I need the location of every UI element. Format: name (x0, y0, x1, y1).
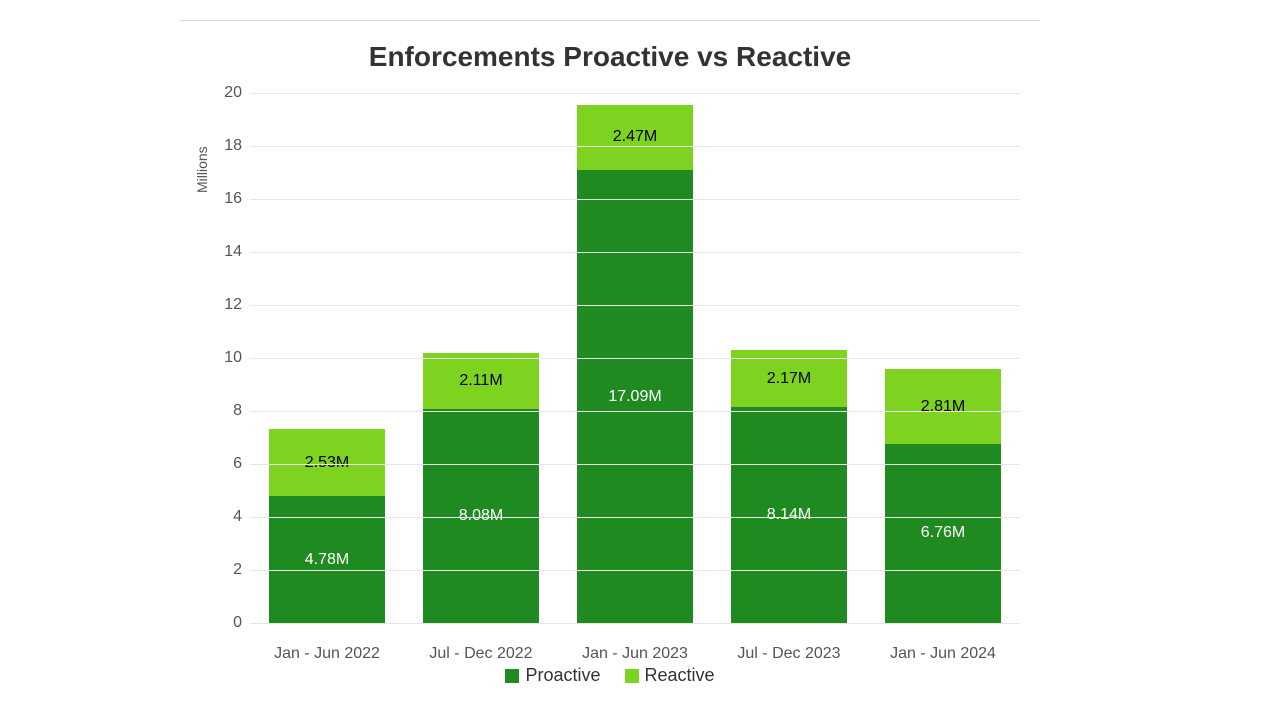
bar-stack: 8.08M 2.11M (423, 353, 539, 623)
bar-segment-label: 2.11M (459, 372, 502, 390)
grid-line (250, 252, 1020, 253)
x-axis-labels: Jan - Jun 2022Jul - Dec 2022Jan - Jun 20… (250, 635, 1020, 663)
legend-swatch-icon (505, 669, 519, 683)
grid-line (250, 93, 1020, 94)
grid-line (250, 358, 1020, 359)
y-tick-label: 6 (210, 455, 242, 473)
bar-segment-label: 8.14M (767, 506, 811, 524)
bar-segment-label: 2.17M (767, 370, 811, 388)
grid-line (250, 623, 1020, 624)
y-tick-label: 4 (210, 508, 242, 526)
y-tick-label: 0 (210, 614, 242, 632)
bar-segment-label: 2.81M (921, 398, 965, 416)
grid-line (250, 305, 1020, 306)
bar-segment-reactive: 2.11M (423, 353, 539, 409)
grid-line (250, 517, 1020, 518)
bar-stack: 6.76M 2.81M (885, 369, 1001, 623)
y-tick-label: 16 (210, 190, 242, 208)
x-tick-label: Jan - Jun 2023 (558, 635, 712, 663)
grid-line (250, 570, 1020, 571)
bar-segment-proactive: 4.78M (269, 496, 385, 623)
legend-item-proactive: Proactive (505, 665, 600, 686)
bar-segment-reactive: 2.47M (577, 105, 693, 170)
bar-segment-proactive: 6.76M (885, 444, 1001, 623)
bar-segment-proactive: 8.08M (423, 409, 539, 623)
y-tick-label: 10 (210, 349, 242, 367)
bar-segment-label: 8.08M (459, 507, 503, 525)
bar-segment-reactive: 2.53M (269, 429, 385, 496)
grid-line (250, 411, 1020, 412)
x-tick-label: Jul - Dec 2022 (404, 635, 558, 663)
bar-segment-label: 4.78M (305, 551, 349, 569)
legend: Proactive Reactive (180, 665, 1040, 688)
bar-segment-label: 2.53M (305, 454, 349, 472)
legend-swatch-icon (625, 669, 639, 683)
y-tick-label: 20 (210, 84, 242, 102)
y-tick-label: 2 (210, 561, 242, 579)
y-tick-label: 18 (210, 137, 242, 155)
chart-frame: Enforcements Proactive vs Reactive Milli… (180, 20, 1040, 720)
bar-stack: 8.14M 2.17M (731, 350, 847, 623)
bar-segment-label: 17.09M (608, 388, 661, 406)
plot-area: 4.78M 2.53M 8.08M 2.11M 17.09M 2.47M 8.14M 2.17… (250, 93, 1020, 623)
legend-label: Reactive (645, 665, 715, 686)
x-tick-label: Jan - Jun 2022 (250, 635, 404, 663)
legend-item-reactive: Reactive (625, 665, 715, 686)
bar-stack: 17.09M 2.47M (577, 105, 693, 623)
y-tick-label: 14 (210, 243, 242, 261)
grid-line (250, 199, 1020, 200)
grid-line (250, 464, 1020, 465)
bar-segment-proactive: 8.14M (731, 407, 847, 623)
y-axis-label: Millions (194, 146, 210, 193)
grid-line (250, 146, 1020, 147)
bar-segment-label: 2.47M (613, 128, 657, 146)
bar-stack: 4.78M 2.53M (269, 429, 385, 623)
x-tick-label: Jul - Dec 2023 (712, 635, 866, 663)
bar-segment-proactive: 17.09M (577, 170, 693, 623)
bar-segment-reactive: 2.81M (885, 369, 1001, 443)
legend-label: Proactive (525, 665, 600, 686)
chart-title: Enforcements Proactive vs Reactive (180, 41, 1040, 73)
x-tick-label: Jan - Jun 2024 (866, 635, 1020, 663)
bar-segment-label: 6.76M (921, 524, 965, 542)
y-tick-label: 12 (210, 296, 242, 314)
y-tick-label: 8 (210, 402, 242, 420)
